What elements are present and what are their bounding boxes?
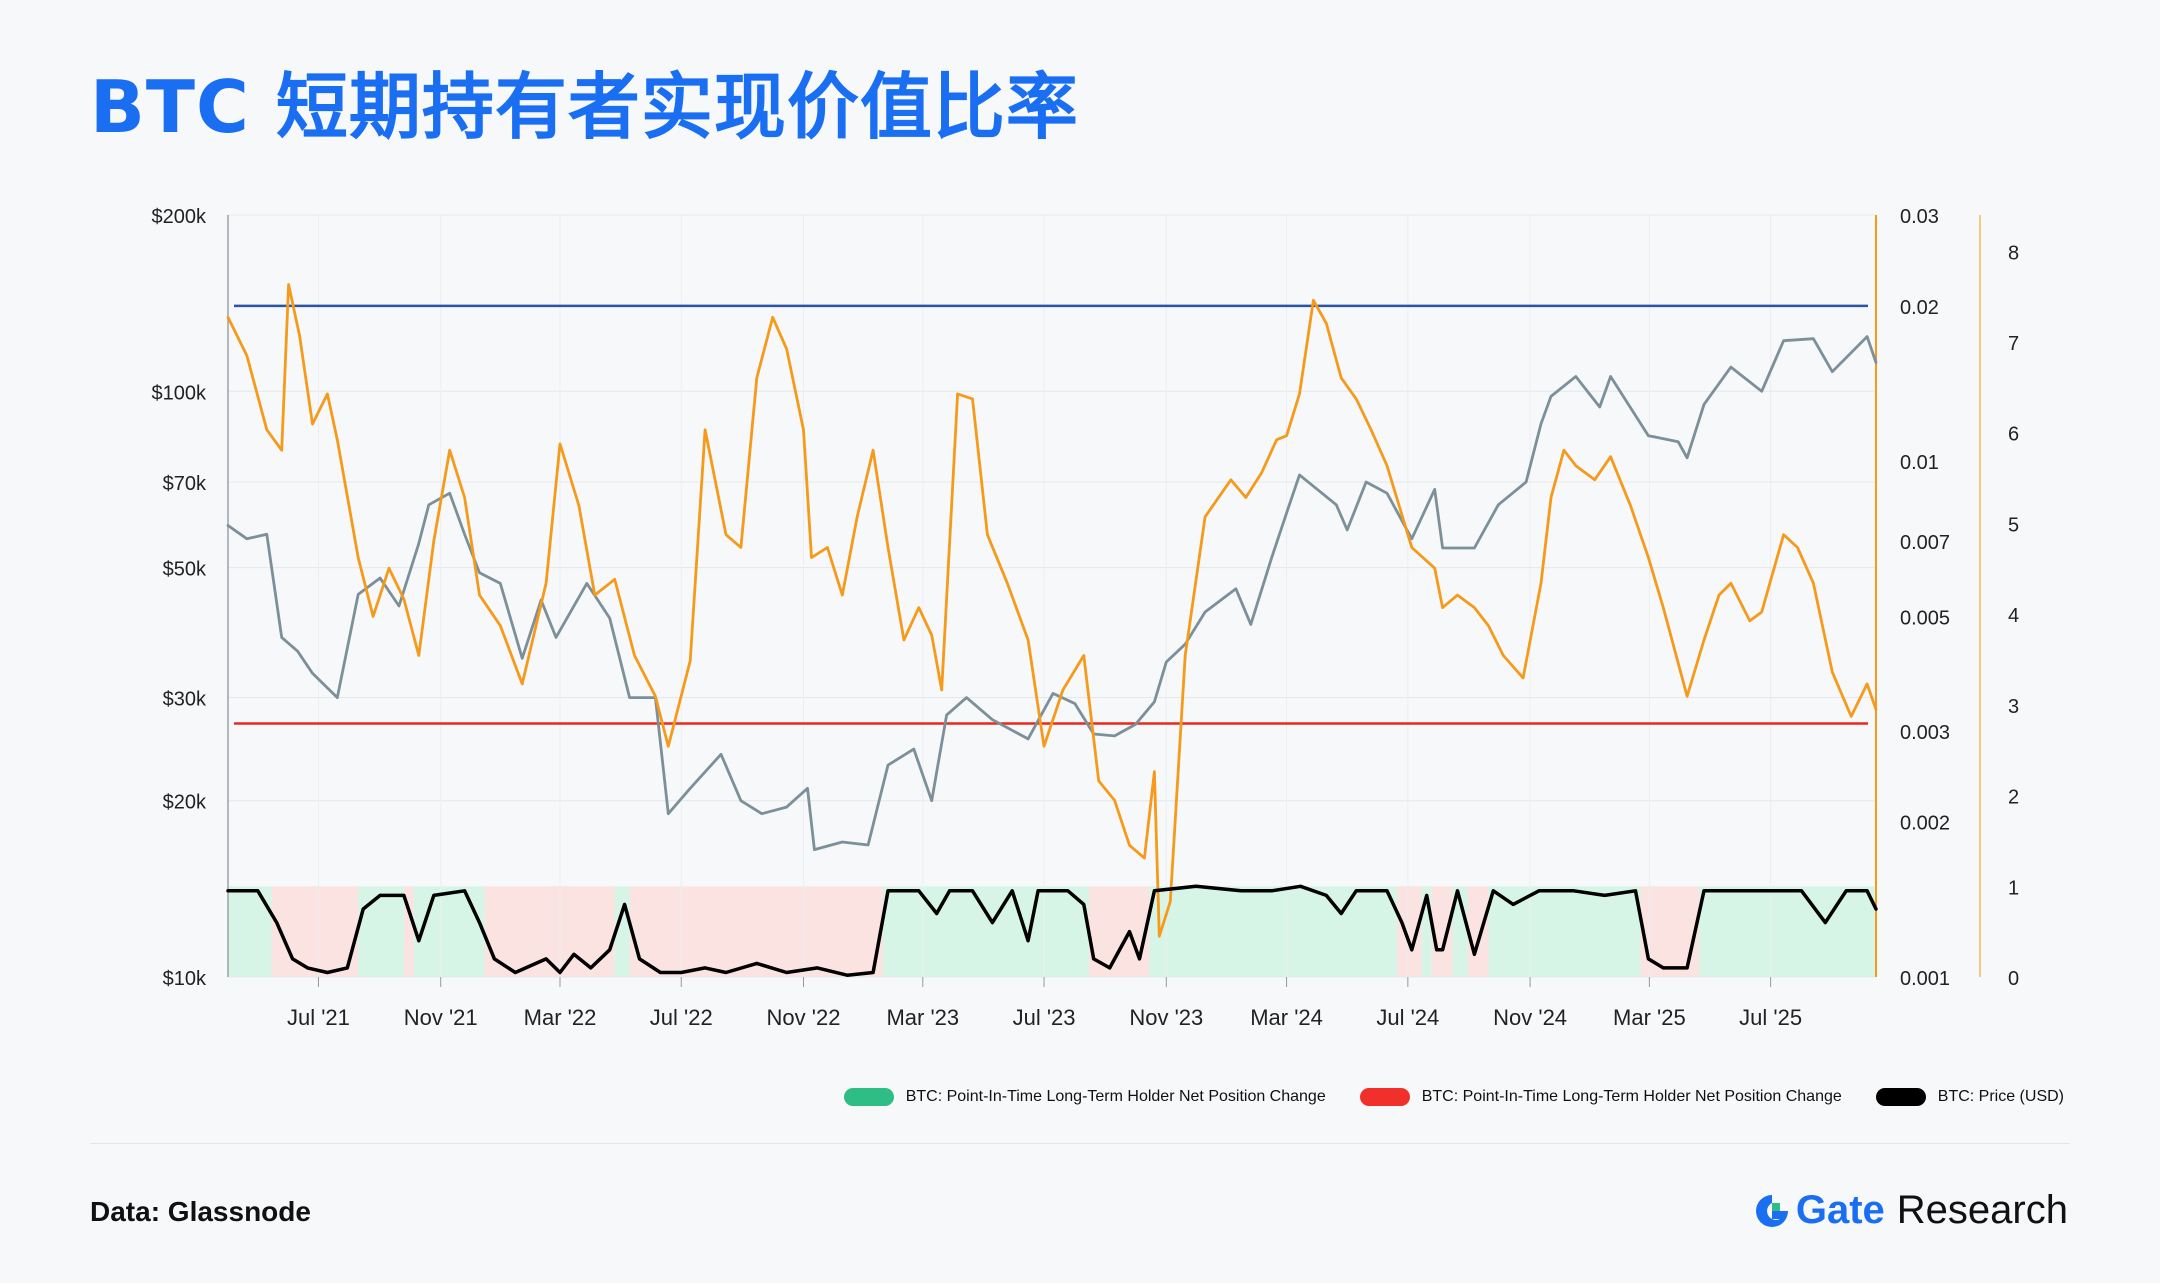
y-right-tick-label: 0.007 <box>1900 532 1950 554</box>
y-right2-tick-label: 4 <box>2008 605 2019 627</box>
footer-divider <box>90 1143 2070 1144</box>
y-right2-tick-label: 7 <box>2008 333 2019 355</box>
x-tick-label: Jul '22 <box>650 1005 713 1030</box>
y-right-tick-label: 0.03 <box>1900 206 1939 228</box>
x-tick-label: Jul '21 <box>287 1005 350 1030</box>
x-tick-label: Nov '24 <box>1493 1005 1567 1030</box>
legend-item: BTC: Point-In-Time Long-Term Holder Net … <box>843 1088 1326 1106</box>
band <box>1149 886 1397 977</box>
x-tick-label: Mar '22 <box>524 1005 597 1030</box>
band <box>358 886 404 977</box>
legend-label: BTC: Price (USD) <box>1937 1088 2064 1105</box>
gate-logo-icon <box>1755 1194 1788 1227</box>
brand-sub: Research <box>1896 1188 2068 1232</box>
legend-swatch <box>1875 1088 1926 1106</box>
x-tick-label: Nov '22 <box>767 1005 841 1030</box>
chart-legend: BTC: Point-In-Time Long-Term Holder Net … <box>810 1088 2064 1106</box>
y-right-tick-label: 0.003 <box>1900 722 1950 744</box>
y-left-tick-label: $70k <box>163 473 207 495</box>
x-tick-label: Jul '24 <box>1376 1005 1439 1030</box>
y-right2-tick-label: 8 <box>2008 242 2019 264</box>
y-left-tick-label: $10k <box>163 968 207 990</box>
y-left-tick-label: $20k <box>163 792 207 814</box>
x-tick-label: Jul '25 <box>1739 1005 1802 1030</box>
y-right2-tick-label: 6 <box>2008 424 2019 446</box>
band <box>883 886 1089 977</box>
y-right-tick-label: 0.002 <box>1900 813 1950 835</box>
band <box>403 886 414 977</box>
data-source: Data: Glassnode <box>90 1196 311 1227</box>
x-tick-label: Mar '24 <box>1250 1005 1323 1030</box>
band <box>271 886 359 977</box>
y-right2-tick-label: 1 <box>2008 877 2019 899</box>
y-right-tick-label: 0.005 <box>1900 607 1950 629</box>
page-title: BTC 短期持有者实现价值比率 <box>90 65 1079 149</box>
y-left-tick-label: $100k <box>152 382 207 404</box>
x-tick-label: Mar '25 <box>1613 1005 1686 1030</box>
y-left-tick-label: $200k <box>152 206 207 228</box>
ratio-line-orange <box>226 283 1878 938</box>
legend-item: BTC: Price (USD) <box>1875 1088 2064 1106</box>
y-right2-tick-label: 5 <box>2008 514 2019 536</box>
x-tick-label: Jul '23 <box>1013 1005 1076 1030</box>
legend-item: BTC: Point-In-Time Long-Term Holder Net … <box>1359 1088 1842 1106</box>
y-left-tick-label: $50k <box>163 559 207 581</box>
band <box>1699 886 1876 977</box>
legend-swatch <box>1359 1088 1410 1106</box>
x-tick-label: Mar '23 <box>886 1005 959 1030</box>
legend-swatch <box>843 1088 894 1106</box>
band <box>1431 886 1453 977</box>
y-right-tick-label: 0.01 <box>1900 452 1939 474</box>
y-right-tick-label: 0.001 <box>1900 968 1950 990</box>
legend-label: BTC: Point-In-Time Long-Term Holder Net … <box>905 1088 1326 1105</box>
band <box>1488 886 1641 977</box>
band <box>413 886 485 977</box>
y-right2-tick-label: 2 <box>2008 787 2019 809</box>
x-tick-label: Nov '21 <box>404 1005 478 1030</box>
legend-label: BTC: Point-In-Time Long-Term Holder Net … <box>1421 1088 1842 1105</box>
band <box>1421 886 1432 977</box>
brand-logo: Gate Research <box>1752 1188 2068 1233</box>
band <box>1467 886 1489 977</box>
brand-name: Gate <box>1795 1188 1885 1232</box>
y-right2-tick-label: 0 <box>2008 968 2019 990</box>
y-right-tick-label: 0.02 <box>1900 297 1939 319</box>
holder-line-black <box>226 884 1878 977</box>
price-line-gray <box>226 335 1878 851</box>
band <box>1088 886 1150 977</box>
y-right2-tick-label: 3 <box>2008 696 2019 718</box>
x-tick-label: Nov '23 <box>1129 1005 1203 1030</box>
y-left-tick-label: $30k <box>163 689 207 711</box>
